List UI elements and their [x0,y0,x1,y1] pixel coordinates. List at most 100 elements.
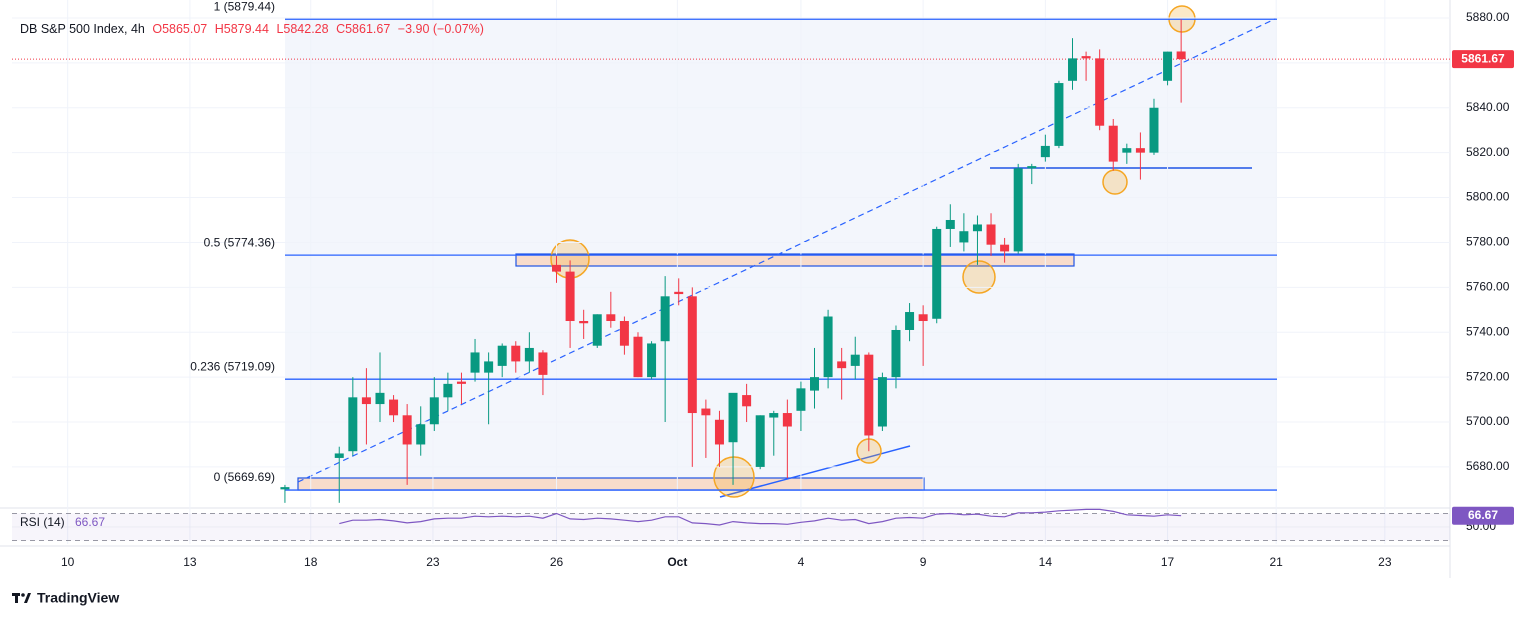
highlight-circle [962,260,996,294]
candle-body [959,231,969,243]
candle-body [429,397,439,425]
candle-body [280,487,290,490]
candle-body [1176,51,1186,60]
candle-body [660,296,670,342]
fib-label: 1 (5879.44) [214,0,275,13]
candle-body [1040,145,1050,158]
candle-body [755,415,765,467]
trend-line [297,17,1278,483]
highlight-circle [1102,169,1128,195]
x-tick-label: 14 [1039,555,1053,569]
x-tick-label: 9 [920,555,927,569]
candle-body [701,408,711,416]
candle-body [389,399,399,416]
candle-body [361,397,371,405]
header-item: L5842.28 [276,22,329,36]
rsi-badge [1452,506,1514,525]
candle-body [891,329,901,378]
y-tick-label: 5880.00 [1466,10,1510,24]
candle-body [905,312,915,330]
candle-body [674,291,684,295]
candle-body [714,419,724,445]
candle-body [619,321,629,346]
x-tick-label: 13 [183,555,197,569]
y-tick-label: 5840.00 [1466,100,1510,114]
candle-body [470,352,480,373]
candle-body [769,413,779,418]
legend-header: DB S&P 500 Index, 4h O5865.07 H5879.44 L… [20,22,488,36]
last-price-label: 5861.67 [1461,51,1505,65]
candle-body [1027,166,1037,169]
candle-body [416,424,426,445]
x-tick-label: 26 [550,555,564,569]
candle-body [918,314,928,322]
candle-body [348,397,358,452]
candle-body [796,388,806,411]
candle-body [782,413,792,427]
candle-body [1163,51,1173,81]
rsi-line [339,508,1182,526]
candle-body [1013,168,1023,252]
candle-body [1054,83,1064,146]
header-item: O5865.07 [152,22,208,36]
y-tick-label: 5820.00 [1466,145,1510,159]
candle-body [579,321,589,324]
y-tick-label: 5680.00 [1466,459,1510,473]
y-tick-label: 5780.00 [1466,235,1510,249]
x-tick-label: 17 [1161,555,1175,569]
fib-label: 0 (5669.69) [214,470,275,484]
candle-body [877,377,887,427]
candle-body [1149,107,1159,153]
candle-body [1122,148,1132,153]
rsi-current: 66.67 [75,515,105,529]
candle-body [633,336,643,378]
candle-body [456,381,466,384]
fib-label: 0.5 (5774.36) [204,235,275,249]
y-tick-label: 5720.00 [1466,369,1510,383]
candle-body [728,392,738,443]
candle-body [484,361,494,373]
candle-body [524,347,534,362]
rsi-title: RSI (14) [20,515,65,529]
zone-rect [297,477,925,491]
x-tick-label: 21 [1270,555,1284,569]
y-tick-label: 5760.00 [1466,280,1510,294]
candle-body [402,415,412,445]
x-tick-label: 18 [304,555,318,569]
last-price-badge [1452,50,1514,69]
y-tick-label: 5800.00 [1466,190,1510,204]
symbol-title: DB S&P 500 Index, 4h [20,22,145,36]
candle-body [1081,56,1091,59]
zone-rect [515,253,1075,267]
candle-body [850,354,860,366]
candle-body [1068,58,1078,81]
header-item: H5879.44 [214,22,269,36]
candle-body [334,453,344,458]
candle-body [810,377,820,391]
candle-body [647,343,657,378]
fib-label: 0.236 (5719.09) [190,359,275,373]
x-tick-label: 10 [61,555,75,569]
candle-body [606,314,616,322]
candle-body [538,352,548,375]
candle-body [837,361,847,369]
candle-body [864,354,874,436]
candle-body [375,392,385,405]
candle-body [742,395,752,407]
candle-body [1108,125,1118,162]
candle-body [687,296,697,414]
x-tick-label: 23 [426,555,440,569]
x-tick-label: 23 [1378,555,1392,569]
candle-body [511,345,521,362]
rsi-value-label: 66.67 [1468,508,1498,522]
x-tick-label: 4 [798,555,805,569]
candle-body [443,383,453,398]
highlight-circle [713,456,755,498]
y-tick-label: 5700.00 [1466,414,1510,428]
candle-body [986,224,996,245]
brand-logo [12,593,31,603]
candle-body [1095,58,1105,126]
header-item: −3.90 (−0.07%) [397,22,484,36]
